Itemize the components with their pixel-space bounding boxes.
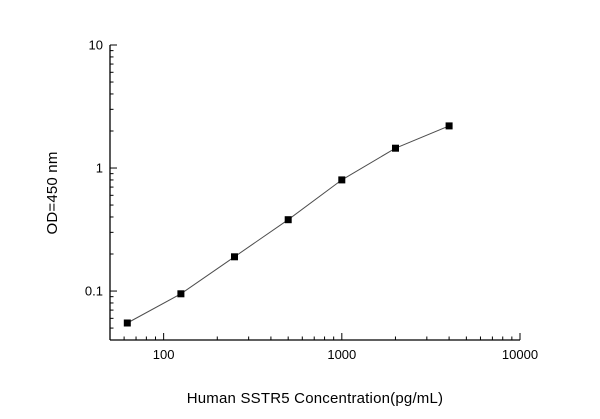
data-point-marker xyxy=(284,216,292,224)
data-point-marker xyxy=(338,176,346,184)
data-point-marker xyxy=(231,253,238,261)
y-tick-label: 0.1 xyxy=(85,284,103,299)
x-tick-label: 10000 xyxy=(502,347,538,362)
data-series xyxy=(123,122,453,327)
axes xyxy=(109,45,520,341)
data-point-marker xyxy=(177,290,185,298)
x-tick-label: 100 xyxy=(153,347,175,362)
x-tick-label: 1000 xyxy=(327,347,356,362)
y-axis-ticks: 0.1 1 10 xyxy=(85,38,117,341)
y-axis-title: OD=450 nm xyxy=(44,151,61,234)
y-tick-label: 10 xyxy=(89,38,103,53)
data-point-marker xyxy=(445,122,453,130)
data-point-marker xyxy=(392,144,399,152)
series-line xyxy=(127,125,450,324)
x-axis-title: Human SSTR5 Concentration(pg/mL) xyxy=(187,390,444,407)
y-tick-label: 1 xyxy=(96,161,103,176)
data-point-marker xyxy=(123,319,131,327)
x-axis-ticks: 100 1000 10000 xyxy=(109,333,538,362)
plot-area: 100 1000 10000 0.1 1 10 xyxy=(85,38,538,363)
